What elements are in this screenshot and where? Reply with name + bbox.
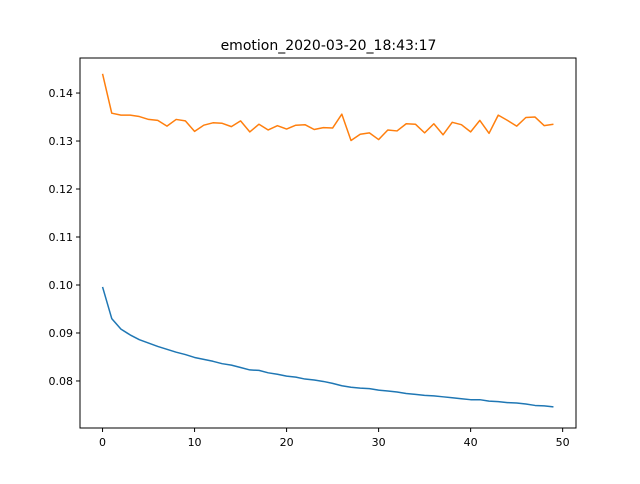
x-tick-label: 10 <box>188 436 202 449</box>
x-tick-label: 30 <box>372 436 386 449</box>
chart-title: emotion_2020-03-20_18:43:17 <box>221 38 437 54</box>
y-tick-label: 0.14 <box>49 87 74 100</box>
x-tick-label: 50 <box>556 436 570 449</box>
x-tick-label: 40 <box>464 436 478 449</box>
y-tick-label: 0.13 <box>49 135 74 148</box>
y-tick-label: 0.08 <box>49 375 74 388</box>
series-line-1 <box>101 73 554 142</box>
y-tick-label: 0.09 <box>49 327 74 340</box>
y-tick-label: 0.11 <box>49 231 74 244</box>
y-tick-label: 0.12 <box>49 183 74 196</box>
series-line-0 <box>101 286 554 408</box>
series-layer <box>101 73 554 408</box>
x-tick-label: 0 <box>99 436 106 449</box>
x-tick-label: 20 <box>280 436 294 449</box>
y-tick-label: 0.10 <box>49 279 74 292</box>
axis-layer: 0 10 20 30 40 50 0.08 0.09 0.10 0.11 0.12 0.13 0.14 <box>49 87 570 449</box>
plot-frame <box>79 57 577 429</box>
